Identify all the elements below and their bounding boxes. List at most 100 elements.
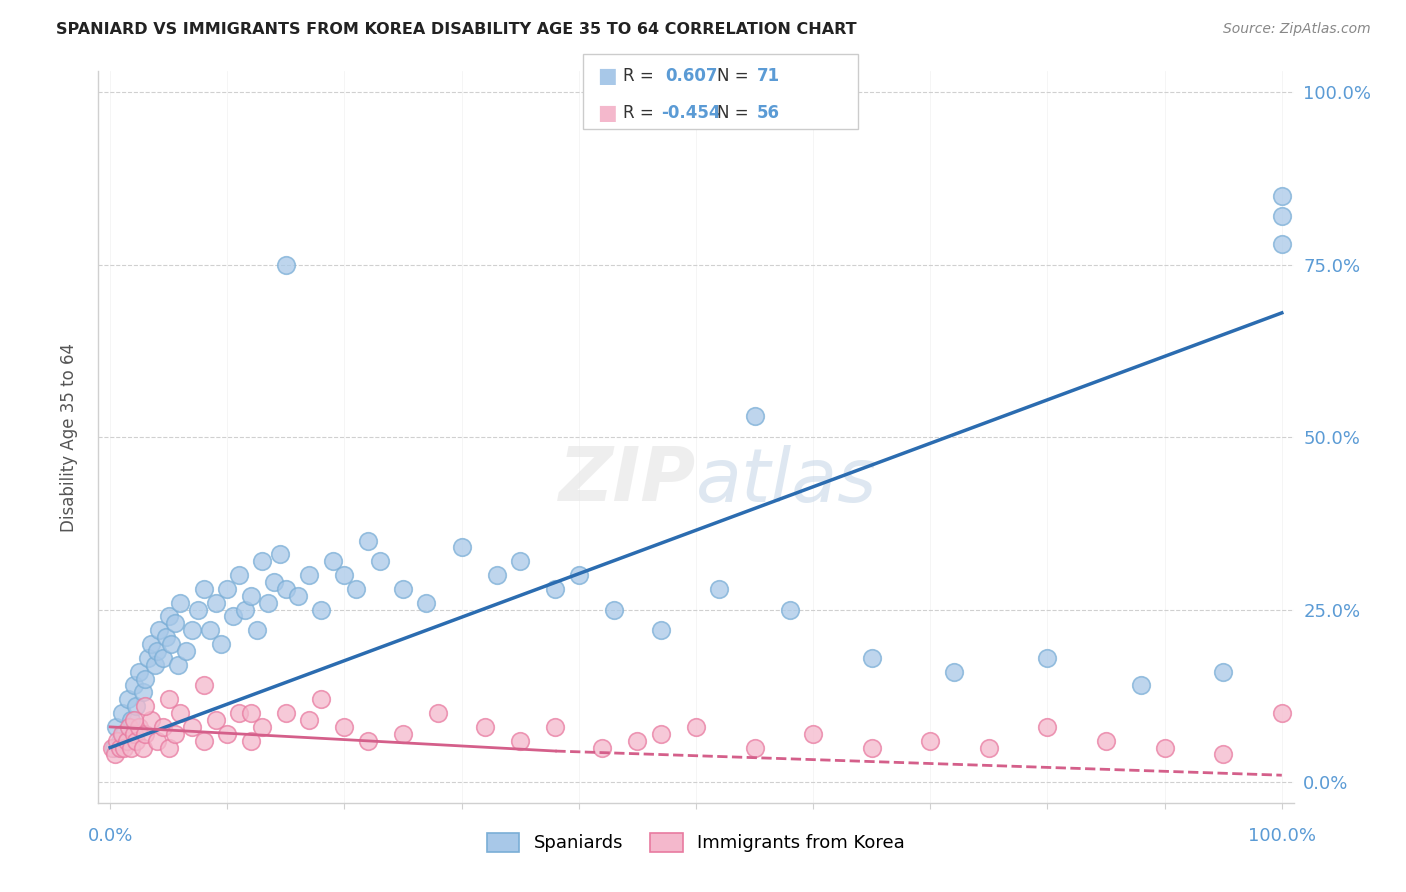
Point bbox=[309, 692, 332, 706]
Point bbox=[779, 602, 801, 616]
Point bbox=[115, 733, 138, 747]
Point bbox=[122, 713, 145, 727]
Point bbox=[134, 727, 156, 741]
Point bbox=[509, 733, 531, 747]
Point bbox=[101, 740, 124, 755]
Point bbox=[591, 740, 613, 755]
Point bbox=[105, 733, 128, 747]
Point bbox=[204, 596, 226, 610]
Point bbox=[568, 568, 591, 582]
Point bbox=[263, 574, 285, 589]
Point bbox=[125, 699, 148, 714]
Point bbox=[920, 733, 942, 747]
Point bbox=[111, 706, 134, 720]
Text: 0.0%: 0.0% bbox=[87, 827, 132, 845]
Point bbox=[1130, 678, 1153, 692]
Text: N =: N = bbox=[717, 104, 754, 122]
Text: ZIP: ZIP bbox=[558, 444, 696, 517]
Point bbox=[1153, 740, 1175, 755]
Point bbox=[1036, 651, 1059, 665]
Point bbox=[942, 665, 965, 679]
Point bbox=[1271, 706, 1294, 720]
Legend: Spaniards, Immigrants from Korea: Spaniards, Immigrants from Korea bbox=[479, 826, 912, 860]
Text: N =: N = bbox=[717, 67, 754, 85]
Point bbox=[204, 713, 226, 727]
Point bbox=[193, 582, 215, 596]
Point bbox=[122, 678, 145, 692]
Point bbox=[112, 740, 135, 755]
Point bbox=[160, 637, 183, 651]
Point bbox=[163, 616, 186, 631]
Point bbox=[174, 644, 197, 658]
Point bbox=[146, 733, 169, 747]
Point bbox=[193, 678, 215, 692]
Point bbox=[181, 624, 204, 638]
Point bbox=[274, 706, 297, 720]
Point bbox=[298, 713, 321, 727]
Point bbox=[860, 740, 883, 755]
Point bbox=[685, 720, 707, 734]
Text: 71: 71 bbox=[756, 67, 779, 85]
Point bbox=[105, 720, 128, 734]
Point bbox=[143, 657, 166, 672]
Point bbox=[146, 644, 169, 658]
Point bbox=[744, 409, 766, 424]
Point bbox=[252, 720, 274, 734]
Text: R =: R = bbox=[623, 67, 659, 85]
Point bbox=[118, 720, 141, 734]
Point bbox=[217, 582, 239, 596]
Point bbox=[544, 582, 567, 596]
Point bbox=[415, 596, 437, 610]
Point bbox=[152, 651, 174, 665]
Point bbox=[650, 624, 672, 638]
Point bbox=[427, 706, 450, 720]
Point bbox=[1095, 733, 1118, 747]
Text: 56: 56 bbox=[756, 104, 779, 122]
Point bbox=[132, 685, 155, 699]
Point bbox=[298, 568, 321, 582]
Point bbox=[1271, 209, 1294, 223]
Point bbox=[392, 727, 415, 741]
Point bbox=[233, 602, 256, 616]
Point bbox=[222, 609, 245, 624]
Text: R =: R = bbox=[623, 104, 659, 122]
Point bbox=[744, 740, 766, 755]
Point bbox=[198, 624, 221, 638]
Point bbox=[228, 706, 250, 720]
Point bbox=[801, 727, 824, 741]
Point bbox=[239, 706, 262, 720]
Text: atlas: atlas bbox=[696, 445, 877, 517]
Point bbox=[357, 533, 380, 548]
Point bbox=[187, 602, 209, 616]
Point bbox=[104, 747, 127, 762]
Point bbox=[148, 624, 170, 638]
Point bbox=[157, 740, 180, 755]
Point bbox=[122, 727, 145, 741]
Point bbox=[344, 582, 367, 596]
Point bbox=[333, 720, 356, 734]
Point bbox=[368, 554, 391, 568]
Point bbox=[626, 733, 648, 747]
Point bbox=[274, 582, 297, 596]
Point bbox=[108, 733, 131, 747]
Point bbox=[474, 720, 496, 734]
Text: SPANIARD VS IMMIGRANTS FROM KOREA DISABILITY AGE 35 TO 64 CORRELATION CHART: SPANIARD VS IMMIGRANTS FROM KOREA DISABI… bbox=[56, 22, 856, 37]
Point bbox=[485, 568, 508, 582]
Point bbox=[167, 657, 190, 672]
Point bbox=[650, 727, 672, 741]
Point bbox=[157, 609, 180, 624]
Point bbox=[128, 720, 150, 734]
Point bbox=[274, 258, 297, 272]
Text: ■: ■ bbox=[598, 103, 617, 123]
Point bbox=[136, 651, 159, 665]
Point bbox=[450, 541, 472, 555]
Point bbox=[217, 727, 239, 741]
Text: 0.607: 0.607 bbox=[665, 67, 717, 85]
Text: 100.0%: 100.0% bbox=[1247, 827, 1316, 845]
Point bbox=[163, 727, 186, 741]
Point bbox=[860, 651, 883, 665]
Point bbox=[239, 589, 262, 603]
Point bbox=[603, 602, 626, 616]
Point bbox=[246, 624, 269, 638]
Point bbox=[108, 740, 131, 755]
